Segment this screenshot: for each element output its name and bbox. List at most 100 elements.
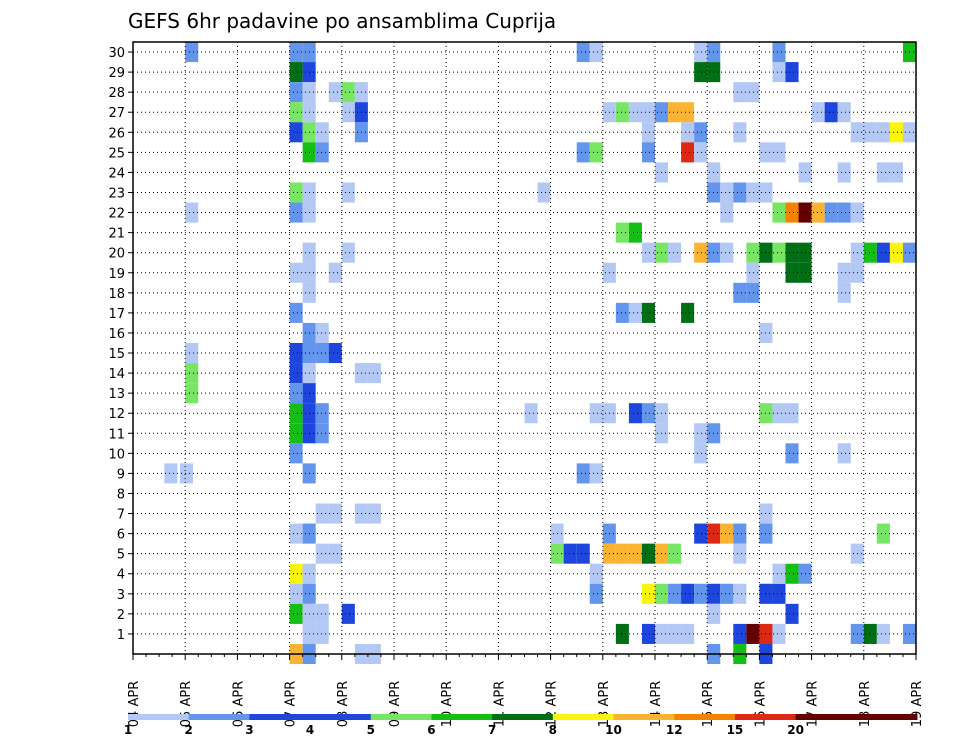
cell-41 [289, 403, 303, 424]
cell-161 [720, 182, 734, 203]
cell-162 [733, 182, 747, 203]
cell-89 [576, 142, 590, 163]
cell-19 [315, 142, 329, 163]
cell-107 [576, 543, 590, 564]
cell-63 [315, 623, 329, 644]
x-tick-label: 17 APR [806, 681, 821, 727]
cell-66 [328, 82, 342, 103]
cell-195 [772, 583, 786, 604]
y-tick-label: 24 [108, 166, 125, 181]
y-tick-label: 22 [108, 207, 125, 222]
legend-swatch [856, 714, 918, 720]
cell-83 [524, 403, 538, 424]
cell-155 [694, 523, 708, 544]
cell-114 [615, 302, 629, 323]
cell-15 [289, 122, 303, 143]
cell-174 [746, 623, 760, 644]
cell-50 [328, 503, 342, 524]
cell-5 [164, 463, 178, 484]
cell-140 [681, 302, 695, 323]
cell-33 [289, 342, 303, 364]
legend-label: 5 [367, 723, 375, 737]
cell-111 [641, 543, 655, 564]
cell-106 [628, 222, 642, 243]
cell-26 [289, 262, 303, 283]
cell-216 [824, 102, 838, 123]
x-tick-label: 04 APR [127, 681, 142, 727]
cell-189 [772, 403, 786, 424]
cell-74 [328, 262, 342, 283]
cell-67 [341, 82, 355, 103]
y-tick-label: 16 [108, 327, 125, 342]
legend-label: 6 [427, 723, 435, 737]
x-tick-label: 07 APR [284, 681, 299, 727]
cell-113 [668, 543, 682, 564]
cell-119 [668, 242, 682, 263]
cell-168 [733, 82, 747, 103]
cell-72 [341, 182, 355, 203]
cell-36 [328, 342, 342, 364]
x-tick-label: 11 APR [492, 681, 507, 727]
x-tick-label: 09 APR [388, 681, 403, 727]
cell-234 [889, 122, 903, 143]
y-tick-label: 23 [108, 186, 125, 201]
cell-30 [315, 322, 329, 343]
cell-78 [367, 503, 381, 524]
cell-142 [681, 122, 695, 143]
cell-47 [289, 443, 303, 464]
y-tick-label: 6 [117, 528, 125, 543]
cell-225 [863, 242, 877, 263]
cell-93 [589, 563, 603, 584]
cell-76 [367, 363, 381, 384]
cell-88 [589, 42, 603, 63]
cell-51 [289, 523, 303, 544]
cell-0 [185, 42, 199, 63]
cell-210 [811, 202, 825, 223]
y-tick-label: 13 [108, 387, 125, 402]
cell-98 [615, 102, 629, 123]
cell-137 [668, 623, 682, 644]
legend-swatch [674, 714, 736, 720]
cell-3 [185, 202, 199, 223]
y-tick-label: 15 [108, 347, 125, 362]
cell-79 [341, 603, 355, 624]
cell-11 [289, 82, 303, 103]
legend-swatch [492, 714, 554, 720]
cell-13 [289, 102, 303, 123]
y-tick-label: 11 [108, 427, 125, 442]
cell-73 [341, 242, 355, 263]
cell-124 [641, 142, 655, 163]
cell-227 [889, 242, 903, 263]
cell-54 [328, 543, 342, 564]
cell-169 [746, 82, 760, 103]
legend-swatch [370, 714, 432, 720]
cell-182 [772, 242, 786, 263]
cell-132 [720, 583, 734, 604]
cell-115 [628, 302, 642, 323]
cell-46 [315, 423, 329, 444]
cell-202 [772, 62, 786, 83]
cell-110 [628, 543, 642, 564]
y-tick-label: 30 [108, 46, 125, 61]
legend-label: 4 [306, 723, 314, 737]
cell-87 [576, 42, 590, 63]
x-tick-label: 06 APR [231, 681, 246, 727]
legend-label: 8 [549, 723, 557, 737]
cell-208 [785, 202, 799, 223]
cell-186 [785, 262, 799, 283]
cell-183 [785, 242, 799, 263]
legend-label: 20 [787, 723, 804, 737]
y-tick-label: 19 [108, 267, 125, 282]
cell-211 [824, 202, 838, 223]
cell-57 [289, 583, 303, 604]
cell-37 [289, 363, 303, 384]
cell-9 [289, 62, 303, 83]
cell-203 [772, 42, 786, 63]
cell-185 [746, 262, 760, 283]
cell-100 [641, 102, 655, 123]
cell-215 [811, 102, 825, 123]
cell-226 [876, 242, 890, 263]
y-tick-label: 12 [108, 407, 125, 422]
cell-166 [720, 242, 734, 263]
x-tick-label: 16 APR [753, 681, 768, 727]
